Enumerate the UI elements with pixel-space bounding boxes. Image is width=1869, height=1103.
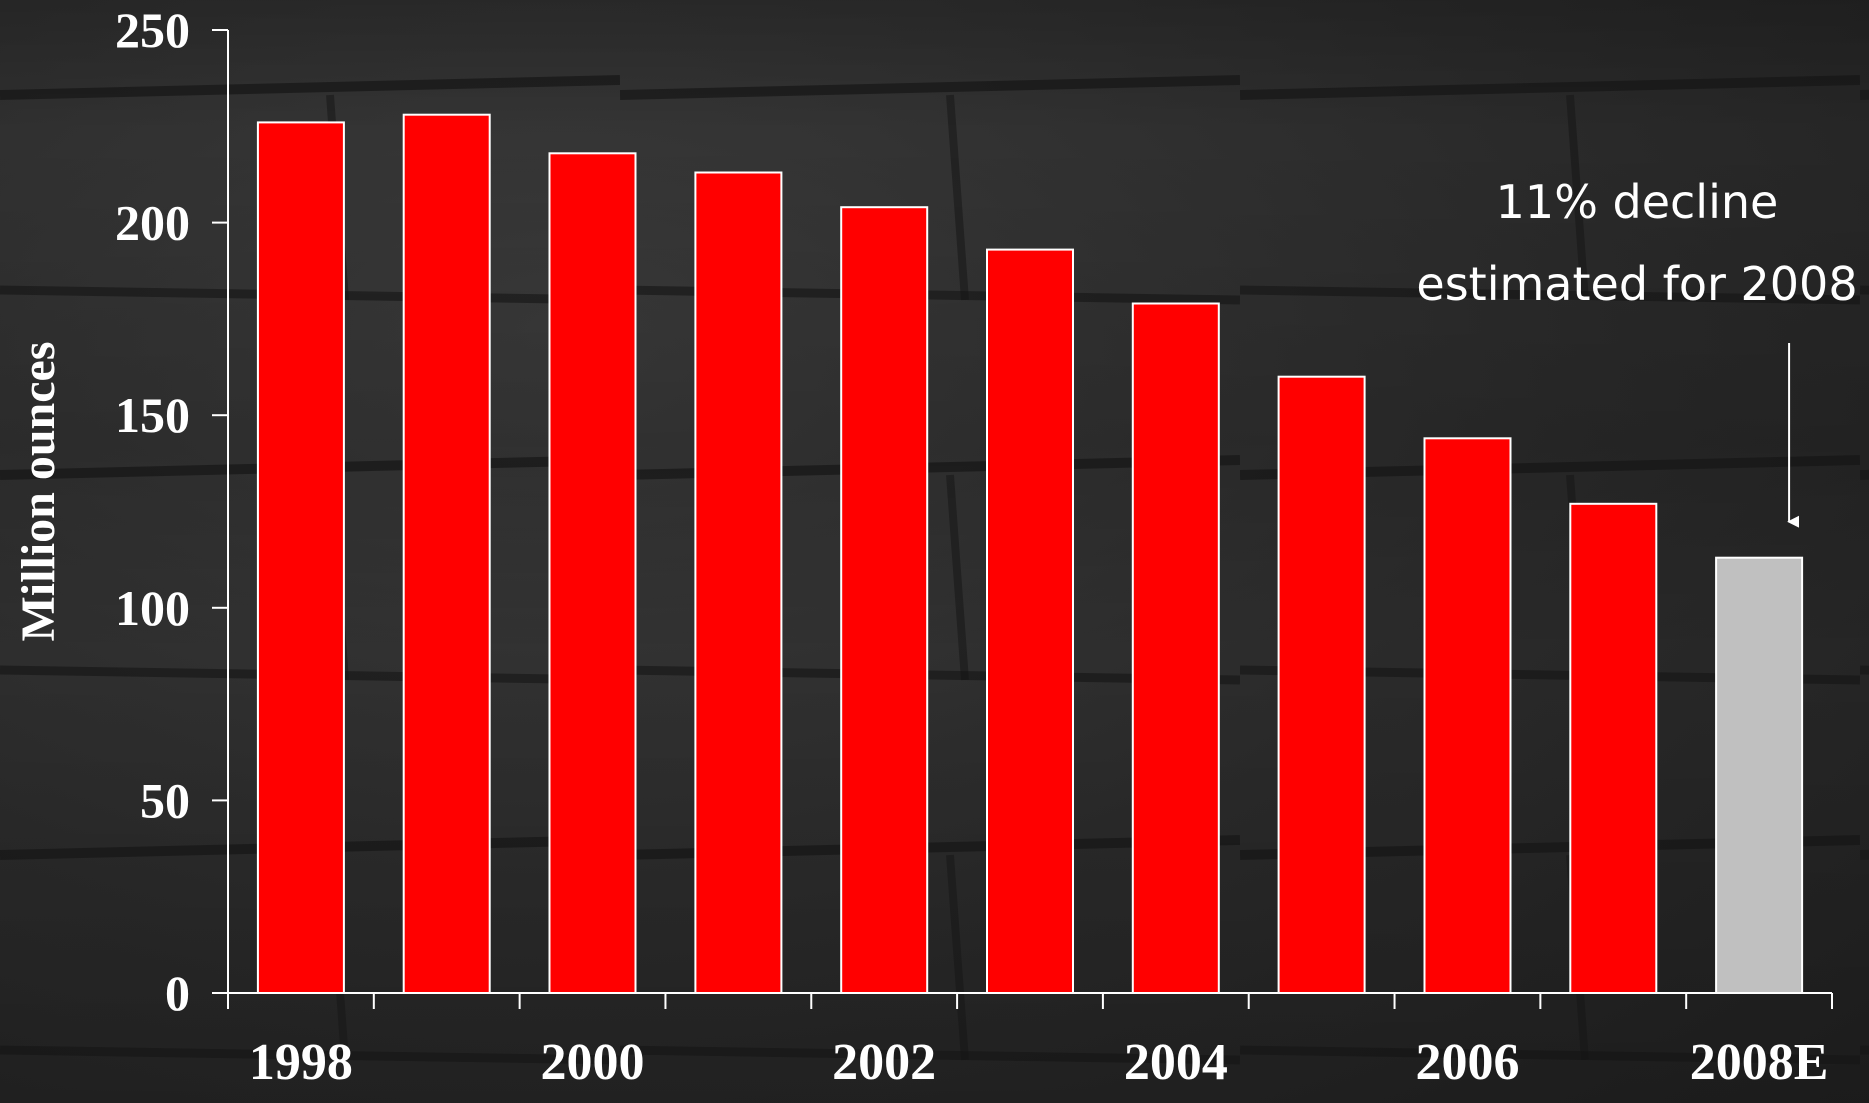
bar-2003 [986,248,1074,995]
bar-2008E [1715,556,1804,994]
x-tick-label-2008E: 2008E [1690,1034,1829,1091]
y-tick-label: 200 [115,195,190,251]
annotation: 11% decline estimated for 2008 [1416,175,1858,528]
bar-2002 [840,206,929,994]
x-tick-label-2006: 2006 [1415,1034,1519,1091]
y-tick-label: 100 [115,580,190,636]
y-tick-label: 150 [115,387,190,443]
bar-1999 [402,113,491,994]
y-tick-label: 50 [140,772,190,828]
x-tick-label-2004: 2004 [1124,1034,1228,1091]
bar-2005 [1277,375,1366,994]
y-tick-label: 250 [115,2,190,58]
bar-2004 [1131,302,1220,994]
annotation-line-2: estimated for 2008 [1416,257,1857,311]
x-tick-labels: 1998 2000 2002 2004 2006 2008E [249,1034,1829,1091]
x-tick-label-2002: 2002 [832,1034,936,1091]
bar-2001 [694,171,783,994]
y-tick-labels: 0 50 100 150 200 250 [115,2,190,1021]
x-tick-label-2000: 2000 [541,1034,645,1091]
bar-2000 [548,152,637,995]
y-tick-label: 0 [165,965,190,1021]
annotation-line-1: 11% decline [1496,175,1779,229]
bar-1998 [256,121,345,994]
y-axis-label: Million ounces [12,341,65,641]
bar-2007 [1569,502,1658,994]
bar-2006 [1423,437,1512,994]
x-tick-label-1998: 1998 [249,1034,353,1091]
axes-group [212,29,1833,1009]
bars-group [256,113,1804,995]
